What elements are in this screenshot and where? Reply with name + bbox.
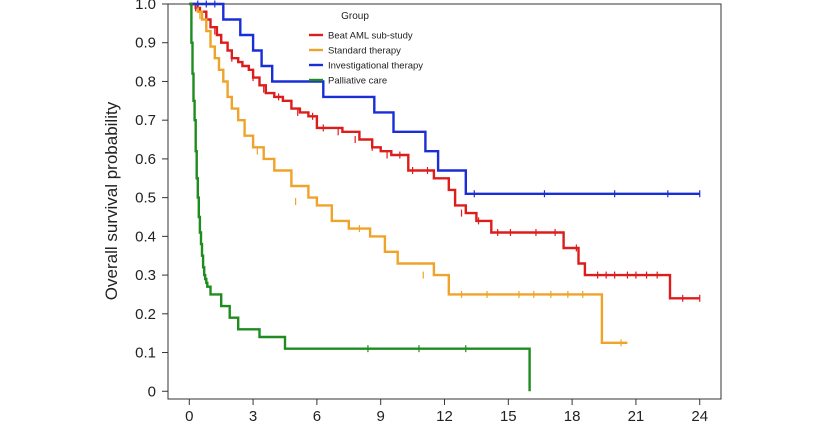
legend-entry: Beat AML sub-study <box>328 31 413 42</box>
series-group <box>189 2 628 347</box>
y-tick-label: 0.3 <box>135 267 156 284</box>
x-tick-label: 0 <box>185 408 193 424</box>
y-tick-label: 0.8 <box>135 73 156 90</box>
legend-entry: Standard therapy <box>328 46 401 57</box>
series-group <box>189 2 701 302</box>
y-tick-label: 0.1 <box>135 345 156 362</box>
x-tick-label: 24 <box>691 408 708 424</box>
plot-frame <box>167 3 722 400</box>
y-tick-label: 0.9 <box>135 35 156 52</box>
series-line <box>189 2 700 300</box>
legend-entry: Investigational therapy <box>328 61 423 72</box>
x-tick-label: 18 <box>564 408 581 424</box>
x-tick-label: 3 <box>249 408 257 424</box>
y-tick-label: 0 <box>148 383 156 400</box>
y-tick-label: 0.7 <box>135 112 156 129</box>
legend-entry: Palliative care <box>328 76 387 87</box>
legend-title: Group <box>341 11 369 22</box>
y-tick-label: 0.2 <box>135 306 156 323</box>
series-line <box>189 2 700 195</box>
x-tick-label: 12 <box>436 408 453 424</box>
series-line <box>189 2 628 344</box>
y-tick-label: 0.5 <box>135 190 156 207</box>
x-tick-label: 21 <box>628 408 645 424</box>
y-tick-label: 0.6 <box>135 151 156 168</box>
x-tick-label: 15 <box>500 408 517 424</box>
y-tick-label: 0.4 <box>135 228 156 245</box>
y-tick-label: 1.0 <box>135 0 156 13</box>
x-tick-label: 9 <box>377 408 385 424</box>
series-group <box>189 2 531 392</box>
x-tick-label: 6 <box>313 408 321 424</box>
series-line <box>189 2 531 392</box>
y-axis-label: Overall survival probability <box>102 101 121 300</box>
series-group <box>189 0 701 198</box>
